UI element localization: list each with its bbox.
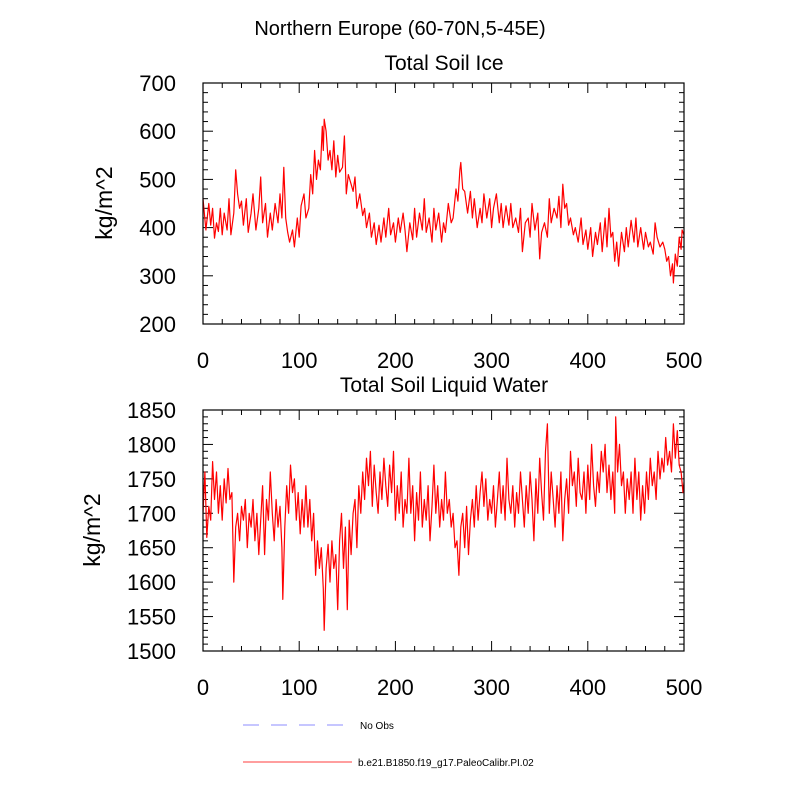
legend-label-model-run: b.e21.B1850.f19_g17.PaleoCalibr.PI.02 xyxy=(358,758,534,769)
x-tick-label: 100 xyxy=(281,348,318,373)
x-tick-label: 100 xyxy=(281,675,318,700)
panel-title-soil-liquid-water: Total Soil Liquid Water xyxy=(340,374,548,397)
y-axis-label-soil-liquid-water: kg/m^2 xyxy=(79,493,105,566)
y-tick-label: 400 xyxy=(139,216,176,241)
y-tick-label: 1750 xyxy=(127,467,176,492)
y-tick-label: 1850 xyxy=(127,398,176,423)
figure-title: Northern Europe (60-70N,5-45E) xyxy=(254,18,545,40)
series-line-soil-ice xyxy=(203,118,684,284)
y-tick-label: 300 xyxy=(139,264,176,289)
y-tick-label: 1600 xyxy=(127,570,176,595)
y-tick-label: 700 xyxy=(139,71,176,96)
legend: No Obs b.e21.B1850.f19_g17.PaleoCalibr.P… xyxy=(243,721,534,769)
series-line-soil-liquid-water xyxy=(203,416,684,631)
x-tick-label: 300 xyxy=(473,348,510,373)
y-axis-label-soil-ice: kg/m^2 xyxy=(91,166,117,239)
y-tick-label: 1650 xyxy=(127,536,176,561)
x-tick-label: 500 xyxy=(666,348,703,373)
y-tick-label: 1700 xyxy=(127,501,176,526)
x-tick-label: 0 xyxy=(197,348,209,373)
panel-soil-ice: Total Soil Ice kg/m^2 0 100 200 300 400 500 20… xyxy=(91,52,702,373)
x-tick-label: 200 xyxy=(377,348,414,373)
y-tick-label: 1800 xyxy=(127,432,176,457)
x-tick-label: 400 xyxy=(569,348,606,373)
y-tick-label: 500 xyxy=(139,167,176,192)
plot-frame-soil-liquid-water xyxy=(202,409,685,652)
plot-frame-soil-ice xyxy=(202,82,685,325)
panel-title-soil-ice: Total Soil Ice xyxy=(384,52,503,75)
y-tick-label: 1500 xyxy=(127,639,176,664)
x-tick-label: 0 xyxy=(197,675,209,700)
tick-labels-soil-liquid-water: 0 100 200 300 400 500 1500 1550 1600 1650 1700 1750… xyxy=(127,398,702,700)
x-tick-label: 400 xyxy=(569,675,606,700)
tick-labels-soil-ice: 0 100 200 300 400 500 200 300 400 500 600 700 xyxy=(139,71,702,373)
x-tick-label: 500 xyxy=(666,675,703,700)
x-tick-label: 200 xyxy=(377,675,414,700)
y-tick-label: 600 xyxy=(139,119,176,144)
panel-soil-liquid-water: Total Soil Liquid Water kg/m^2 0 100 200 30… xyxy=(79,374,702,700)
x-tick-label: 300 xyxy=(473,675,510,700)
y-tick-label: 200 xyxy=(139,312,176,337)
legend-label-no-obs: No Obs xyxy=(360,721,394,732)
y-tick-label: 1550 xyxy=(127,605,176,630)
